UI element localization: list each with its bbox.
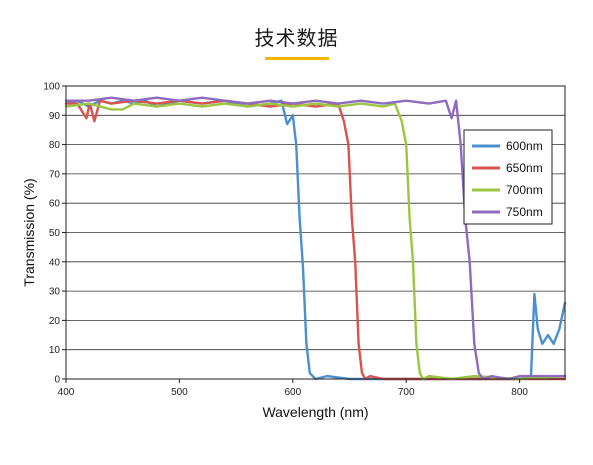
y-tick-label: 30 (49, 287, 61, 298)
x-tick-label: 600 (284, 387, 301, 398)
title-underline (264, 57, 329, 60)
axis-ticks: 0 10 20 30 40 50 60 70 80 90 100 400 500 600 700 800 (43, 82, 528, 399)
legend-label: 700nm (506, 183, 543, 197)
y-tick-label: 70 (49, 169, 61, 180)
page-title: 技术数据 (254, 26, 339, 50)
y-tick-label: 80 (49, 140, 61, 151)
y-tick-label: 100 (43, 82, 60, 93)
y-tick-label: 60 (49, 199, 61, 210)
page-header: 技术数据 (0, 22, 593, 60)
x-tick-label: 800 (511, 387, 528, 398)
y-tick-label: 0 (54, 375, 60, 386)
y-axis-label: Transmission (%) (21, 178, 37, 286)
x-axis-label: Wavelength (nm) (262, 404, 368, 420)
x-tick-label: 500 (171, 387, 188, 398)
series-layer (64, 96, 567, 381)
legend: 600nm 650nm 700nm 750nm (463, 129, 553, 225)
x-tick-label: 400 (58, 387, 75, 398)
y-tick-label: 40 (49, 257, 61, 268)
y-tick-label: 10 (49, 345, 61, 356)
y-tick-label: 90 (49, 111, 61, 122)
legend-label: 650nm (506, 161, 543, 175)
legend-label: 750nm (506, 205, 543, 219)
series-line-750nm (64, 96, 567, 381)
y-tick-label: 50 (49, 228, 61, 239)
x-tick-label: 700 (398, 387, 415, 398)
legend-label: 600nm (506, 139, 543, 153)
y-tick-label: 20 (49, 316, 61, 327)
